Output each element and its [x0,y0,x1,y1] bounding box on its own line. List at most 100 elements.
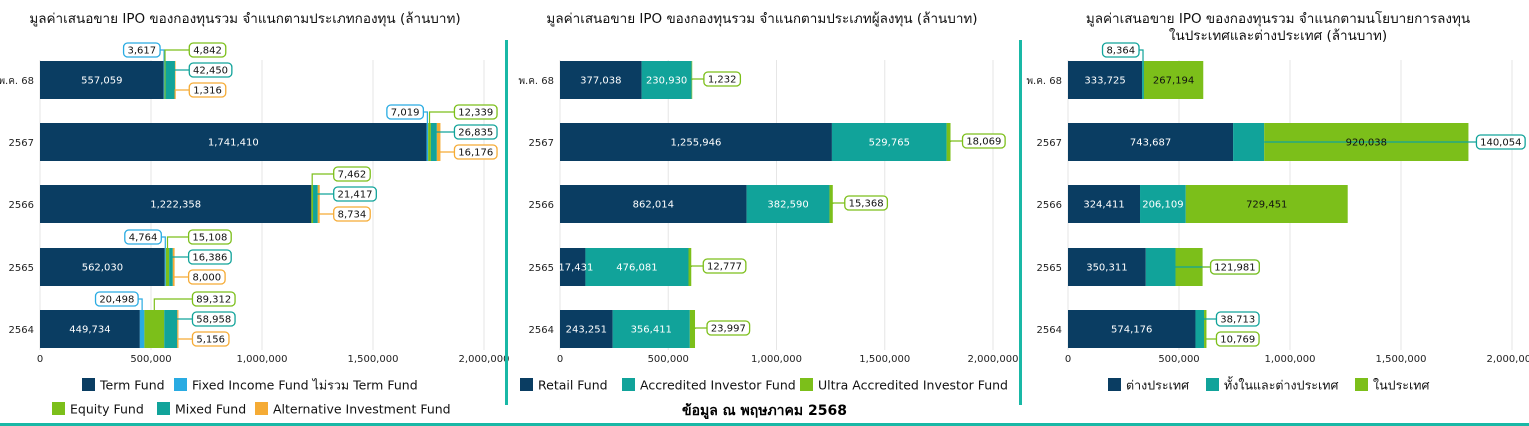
callout-mixed-label: 42,450 [193,66,228,77]
x-tick-label: 0 [557,354,563,365]
bar-segment [426,123,429,161]
bar-segment [177,310,179,348]
callout-both-label-box [1215,311,1260,327]
legend-swatch [255,402,268,415]
callout-alternative-label-box [453,144,498,160]
chart-title-3-line2: ในประเทศและต่างประเทศ (ล้านบาท) [1169,27,1387,44]
callout-mixed-label-box [453,124,498,140]
bar-value-label: 243,251 [566,325,607,336]
bar-segment [40,185,312,223]
bar-segment [165,248,170,286]
bar-segment [560,61,642,99]
category-label: 2565 [1037,263,1062,274]
bottom-border [0,423,1529,426]
legend-swatch [622,378,635,391]
callout-equity-label-box [453,104,498,120]
bar-segment [172,248,175,286]
callout-both-label-box [1101,42,1140,58]
category-label: 2565 [9,263,34,274]
callout-fixed-income-label: 3,617 [127,46,156,57]
callout-equity-label: 4,842 [193,46,222,57]
bar-segment [40,310,140,348]
bar-value-label: 729,451 [1246,200,1287,211]
bar-segment [831,123,947,161]
chart-panel-2: มูลค่าเสนอขาย IPO ของกองทุนรวม จำแนกตามป… [518,11,1018,393]
legend-swatch [800,378,813,391]
bar-segment [1068,61,1143,99]
callout-alternative-label-box [188,82,227,98]
bar-segment [164,248,166,286]
callout-equity-label-box [333,166,371,182]
callout-alternative-label: 5,156 [196,335,225,346]
x-tick-label: 2,000,000 [459,354,510,365]
x-tick-label: 0 [1065,354,1071,365]
legend-swatch [52,402,65,415]
bar-segment [560,123,832,161]
category-label: พ.ค. 68 [1026,76,1062,87]
callout-equity-leader [166,236,189,248]
legend-swatch [157,402,170,415]
bar-value-label: 562,030 [82,263,123,274]
legend-label: Equity Fund [70,402,144,417]
bar-value-label: 476,081 [616,263,657,274]
chart-title-1: มูลค่าเสนอขาย IPO ของกองทุนรวม จำแนกตามป… [29,11,460,27]
bar-value-label: 230,930 [646,76,687,87]
bar-value-label: 356,411 [631,325,672,336]
bar-value-label: 920,038 [1346,138,1387,149]
legend-label: Ultra Accredited Investor Fund [818,378,1008,393]
x-tick-label: 2,000,000 [968,354,1019,365]
x-tick-label: 500,000 [648,354,689,365]
category-label: 2566 [9,200,34,211]
bar-segment [560,185,747,223]
bar-value-label: 350,311 [1086,263,1127,274]
callout-fixed-income-label: 20,498 [99,295,134,306]
x-tick-label: 1,500,000 [348,354,399,365]
x-tick-label: 0 [37,354,43,365]
callout-ultra-accredited-leader [832,202,845,204]
bar-segment [40,248,165,286]
legend-label: Fixed Income Fund ไม่รวม Term Fund [192,378,418,393]
callout-ultra-accredited-label-box [844,195,889,211]
legend-label: ทั้งในและต่างประเทศ [1224,376,1339,393]
bar-segment [40,123,427,161]
callout-ultra-accredited-label: 12,777 [707,262,742,273]
bar-segment [1204,310,1207,348]
bar-value-label: 377,038 [580,76,621,87]
x-tick-label: 1,500,000 [1376,354,1427,365]
callout-ultra-accredited-label-box [703,71,742,87]
bar-segment [428,123,431,161]
category-label: 2566 [529,200,554,211]
bar-value-label: 117,431 [552,263,593,274]
bar-value-label: 382,590 [767,200,808,211]
bar-segment [746,185,830,223]
x-tick-label: 1,000,000 [237,354,288,365]
callout-mixed-label: 58,958 [196,315,231,326]
callout-ultra-accredited-label-box [961,133,1006,149]
callout-mixed-label: 26,835 [458,128,493,139]
bar-value-label: 206,109 [1142,200,1183,211]
x-tick-label: 1,500,000 [859,354,910,365]
callout-mixed-leader [314,193,334,204]
callout-equity-leader [153,298,193,310]
category-label: พ.ค. 68 [518,76,554,87]
callout-mixed-label-box [187,249,232,265]
footer-note: ข้อมูล ณ พฤษภาคม 2568 [682,403,847,419]
callout-alternative-label-box [191,331,230,347]
x-tick-label: 2,000,000 [1487,354,1529,365]
category-label: 2567 [1037,138,1062,149]
callout-fixed-income-leader [160,49,165,61]
legend-label: ต่างประเทศ [1126,378,1189,393]
callout-alternative-label: 1,316 [193,86,222,97]
legend-swatch [82,378,95,391]
callout-equity-label: 7,462 [338,170,367,181]
callout-equity-leader [164,49,190,61]
bar-value-label: 267,194 [1153,76,1194,87]
callout-domestic-leader [1204,333,1217,340]
bar-segment [1142,61,1144,99]
callout-fixed-income-label-box [124,229,162,245]
callout-alternative-leader [177,338,193,348]
legend-label: Accredited Investor Fund [640,378,796,393]
callout-both-label: 38,713 [1220,315,1255,326]
callout-mixed-label: 16,386 [192,253,227,264]
